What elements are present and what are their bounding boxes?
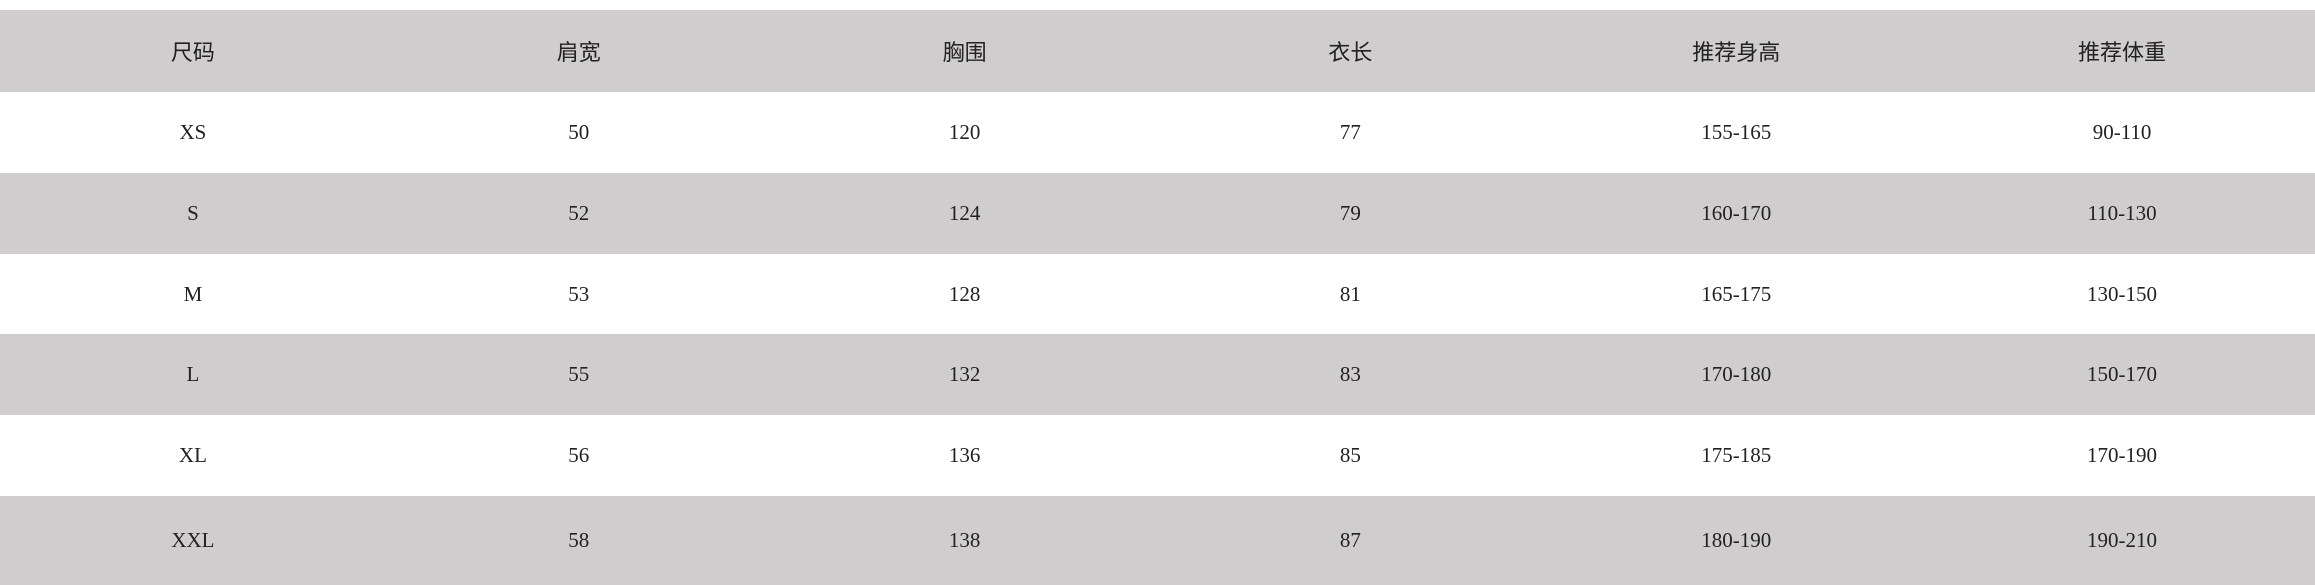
table-cell: 128 — [948, 281, 981, 306]
table-cell: XL — [178, 443, 207, 467]
table-cell: 160-170 — [1701, 201, 1772, 225]
table-cell: 136 — [948, 443, 981, 467]
header-cell: 胸围 — [942, 41, 987, 66]
table-cell: 132 — [948, 362, 981, 386]
table-cell: 90-110 — [2092, 120, 2152, 144]
table-cell: 170-180 — [1701, 362, 1772, 386]
header-cell: 肩宽 — [556, 41, 601, 66]
header-row: 尺码 肩宽 胸围 衣长 推荐身高 推荐体重 — [0, 10, 2315, 92]
table-cell: 150-170 — [2087, 362, 2158, 386]
header-cell: 推荐体重 — [2078, 41, 2167, 66]
table-cell: 130-150 — [2087, 281, 2158, 306]
table-cell: 87 — [1339, 528, 1361, 552]
table-row: L 55 132 83 170-180 150-170 — [0, 334, 2315, 415]
table-cell: 50 — [568, 120, 590, 144]
header-cell: 衣长 — [1328, 41, 1373, 66]
table-cell: 58 — [568, 528, 590, 552]
table-cell: 165-175 — [1701, 281, 1772, 306]
table-cell: 79 — [1339, 201, 1361, 225]
table-cell: 52 — [568, 201, 590, 225]
table-cell: 77 — [1339, 120, 1361, 144]
table-cell: M — [183, 281, 203, 306]
table-cell: S — [187, 201, 199, 225]
header-cell: 尺码 — [170, 41, 215, 66]
table-cell: 81 — [1339, 281, 1361, 306]
table-row: M 53 128 81 165-175 130-150 — [0, 254, 2315, 334]
table-cell: 56 — [568, 443, 590, 467]
table-cell: 138 — [948, 528, 981, 552]
table-cell: 155-165 — [1701, 120, 1772, 144]
table-cell: 175-185 — [1701, 443, 1772, 467]
table-cell: 170-190 — [2087, 443, 2158, 467]
table-cell: 120 — [948, 120, 981, 144]
table-cell: XXL — [171, 528, 215, 552]
table-cell: 110-130 — [2087, 201, 2157, 225]
table-cell: XS — [179, 120, 207, 144]
table-cell: 85 — [1339, 443, 1361, 467]
table-row: XL 56 136 85 175-185 170-190 — [0, 415, 2315, 496]
table-cell: 83 — [1339, 362, 1361, 386]
table-row: S 52 124 79 160-170 110-130 — [0, 173, 2315, 254]
table-cell: L — [186, 362, 200, 386]
header-cell: 推荐身高 — [1692, 41, 1781, 66]
table-cell: 53 — [568, 281, 590, 306]
table-cell: 124 — [948, 201, 981, 225]
table-cell: 190-210 — [2087, 528, 2158, 552]
table-cell: 180-190 — [1701, 528, 1772, 552]
table-row: XS 50 120 77 155-165 90-110 — [0, 92, 2315, 173]
table-cell: 55 — [568, 362, 590, 386]
table-row: XXL 58 138 87 180-190 190-210 — [0, 496, 2315, 585]
